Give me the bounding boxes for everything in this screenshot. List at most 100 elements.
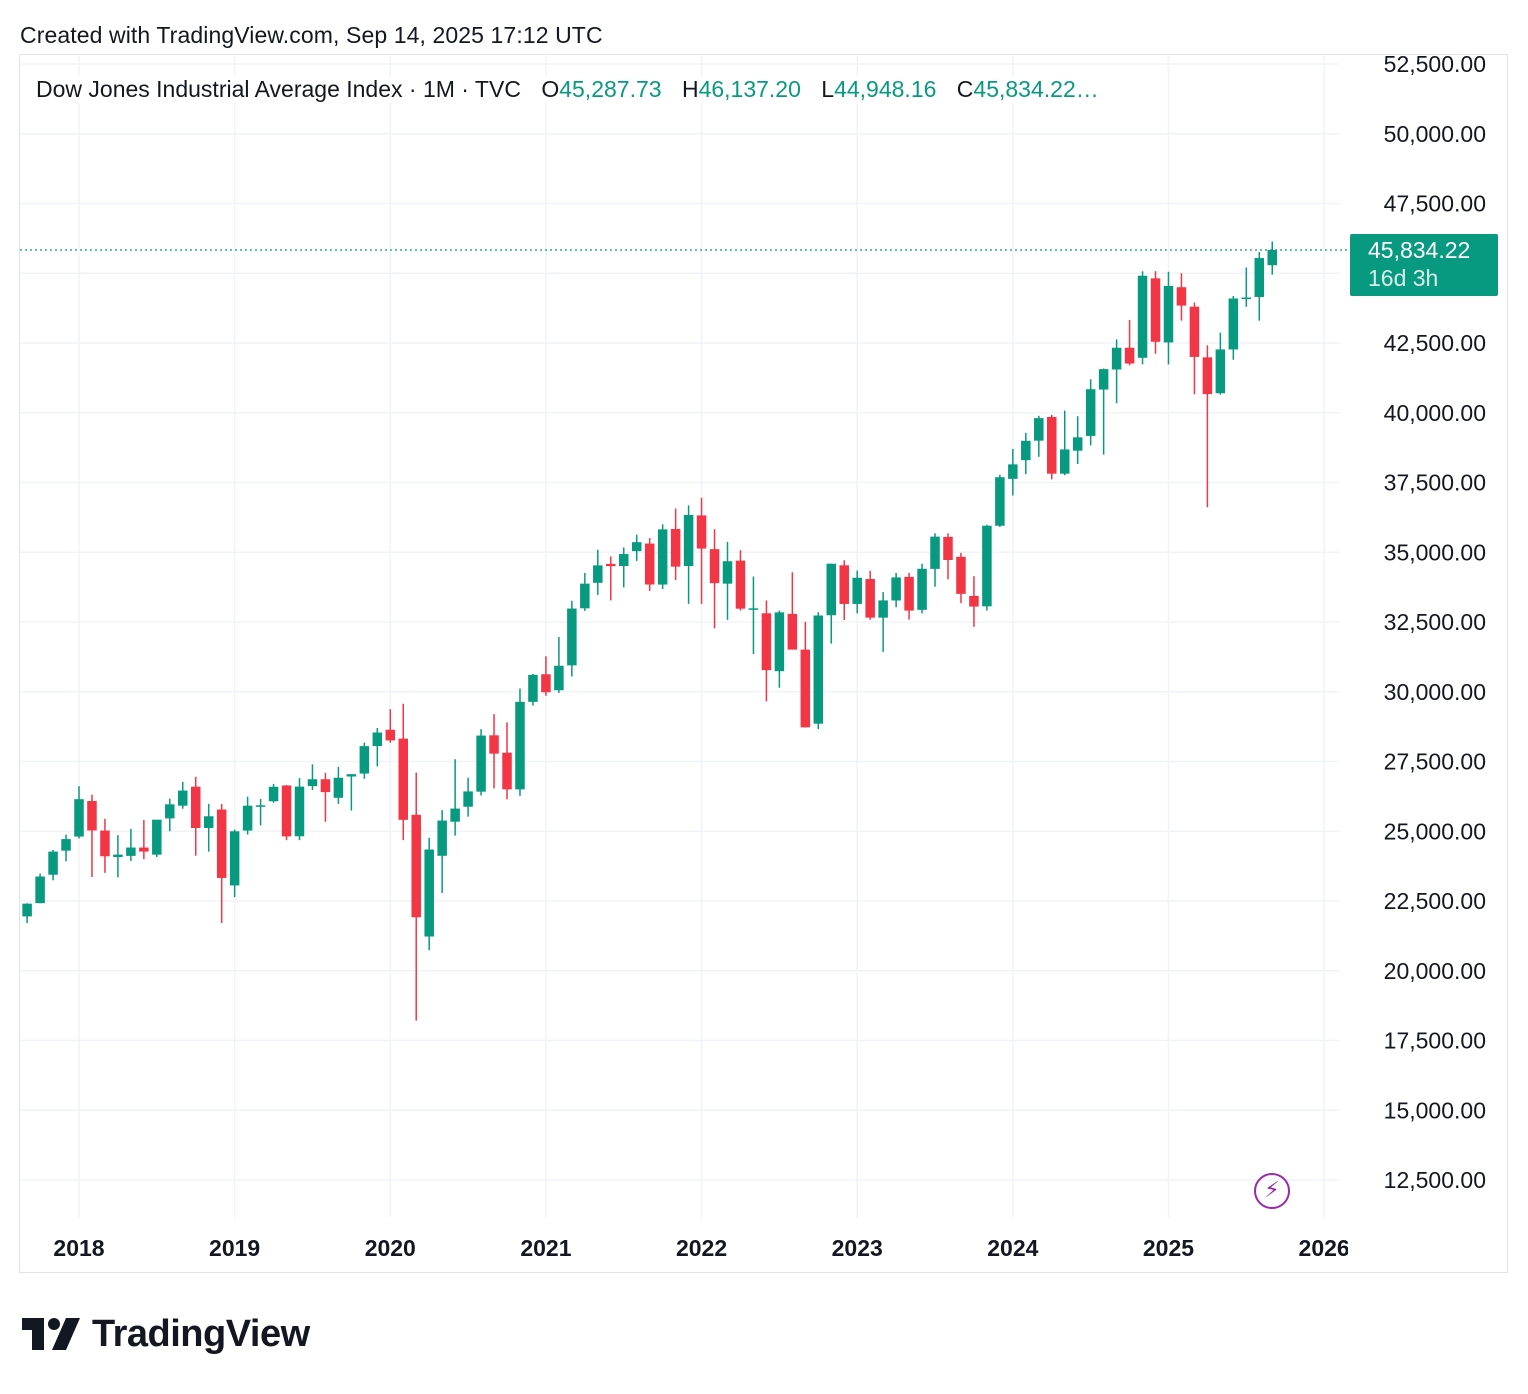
candle-body	[904, 576, 914, 611]
candle	[1098, 368, 1109, 455]
candle	[826, 563, 837, 644]
candle-body	[748, 608, 759, 610]
candle-body	[139, 847, 149, 852]
candle-body	[502, 752, 512, 790]
y-tick-label: 17,500.00	[1384, 1028, 1486, 1054]
y-tick-label: 15,000.00	[1384, 1097, 1486, 1123]
legend-open-value: 45,287.73	[559, 76, 662, 102]
candle-body	[593, 565, 603, 583]
candle	[813, 612, 824, 730]
candle-body	[826, 563, 837, 616]
candle	[139, 820, 149, 860]
candle-body	[891, 577, 901, 601]
candle-body	[35, 876, 45, 904]
candle	[1008, 448, 1018, 496]
candle-body	[774, 612, 785, 672]
candle	[411, 772, 421, 1021]
logo-text: TradingView	[92, 1312, 310, 1355]
candle-body	[346, 774, 357, 777]
candle-body	[1085, 389, 1096, 436]
candle	[87, 794, 97, 878]
candle	[74, 786, 84, 839]
candle	[1047, 414, 1057, 480]
candle-body	[1021, 440, 1031, 461]
last-price-tag: 45,834.22 16d 3h	[1350, 234, 1498, 296]
candle	[1072, 416, 1083, 465]
candle-body	[631, 542, 642, 552]
candle	[359, 742, 370, 779]
x-axis: 2018 2019 2020 2021 2022 2023 2024 2025 2026	[53, 1235, 1348, 1261]
candle	[35, 873, 45, 904]
candle-body	[1254, 258, 1265, 297]
legend-close-value: 45,834.22…	[973, 76, 1099, 102]
candle-body	[567, 608, 577, 666]
candle	[943, 533, 953, 580]
legend-open-label: O	[541, 76, 560, 102]
x-tick-label: 2022	[676, 1235, 727, 1261]
candle	[489, 714, 499, 789]
candle-body	[735, 560, 746, 609]
lightning-bolt-icon[interactable]: ⚡︎	[1254, 1173, 1290, 1209]
candle	[1202, 345, 1213, 508]
candle-body	[152, 819, 162, 855]
candle	[100, 818, 110, 873]
candle-body	[1008, 464, 1018, 479]
candle	[1228, 295, 1239, 360]
candle-body	[359, 746, 370, 774]
legend-high-value: 46,137.20	[698, 76, 801, 102]
candle-body	[48, 851, 58, 875]
candle	[398, 703, 408, 841]
candle	[450, 759, 460, 836]
y-tick-label: 40,000.00	[1384, 400, 1486, 426]
candle-body	[1137, 275, 1148, 358]
y-tick-label: 20,000.00	[1384, 958, 1486, 984]
candle	[1241, 267, 1252, 307]
grid-lines	[20, 56, 1340, 1218]
candle-body	[969, 595, 979, 607]
candle-body	[165, 804, 175, 819]
candle	[61, 834, 71, 862]
tradingview-logo[interactable]: TradingView	[22, 1312, 310, 1356]
candle-body	[1072, 437, 1083, 451]
candle-body	[1267, 249, 1277, 266]
candle-body	[320, 779, 331, 793]
candle	[203, 803, 214, 852]
candle	[476, 729, 486, 796]
candle-body	[463, 791, 473, 807]
candle-body	[696, 515, 707, 549]
candle-body	[333, 777, 344, 798]
candle-body	[424, 849, 434, 937]
candle	[502, 722, 512, 800]
candle	[424, 837, 434, 951]
candle-body	[398, 738, 408, 820]
candle	[956, 552, 966, 604]
candle-body	[670, 528, 681, 567]
candle-body	[476, 735, 486, 792]
candle	[1034, 415, 1044, 457]
candle	[216, 803, 227, 923]
y-tick-label: 42,500.00	[1384, 330, 1486, 356]
candle-body	[515, 701, 525, 790]
candle-body	[813, 615, 824, 724]
candle	[372, 727, 383, 767]
candle	[113, 835, 123, 878]
candle	[242, 796, 253, 835]
candle	[761, 600, 772, 702]
candle	[917, 563, 927, 614]
candle	[229, 829, 240, 898]
candle	[48, 849, 58, 881]
candle	[255, 799, 266, 826]
candle-body	[709, 549, 720, 584]
candle-body	[216, 809, 227, 878]
candle	[281, 785, 292, 841]
candle-body	[1215, 349, 1226, 394]
candle	[1059, 410, 1070, 476]
candle	[1254, 252, 1265, 321]
last-price-value: 45,834.22	[1368, 237, 1471, 263]
candle-body	[100, 830, 110, 857]
candle	[593, 549, 603, 595]
ohlc-legend: Dow Jones Industrial Average Index · 1M …	[36, 76, 1099, 103]
candle-body	[554, 665, 564, 691]
candle	[320, 772, 331, 822]
